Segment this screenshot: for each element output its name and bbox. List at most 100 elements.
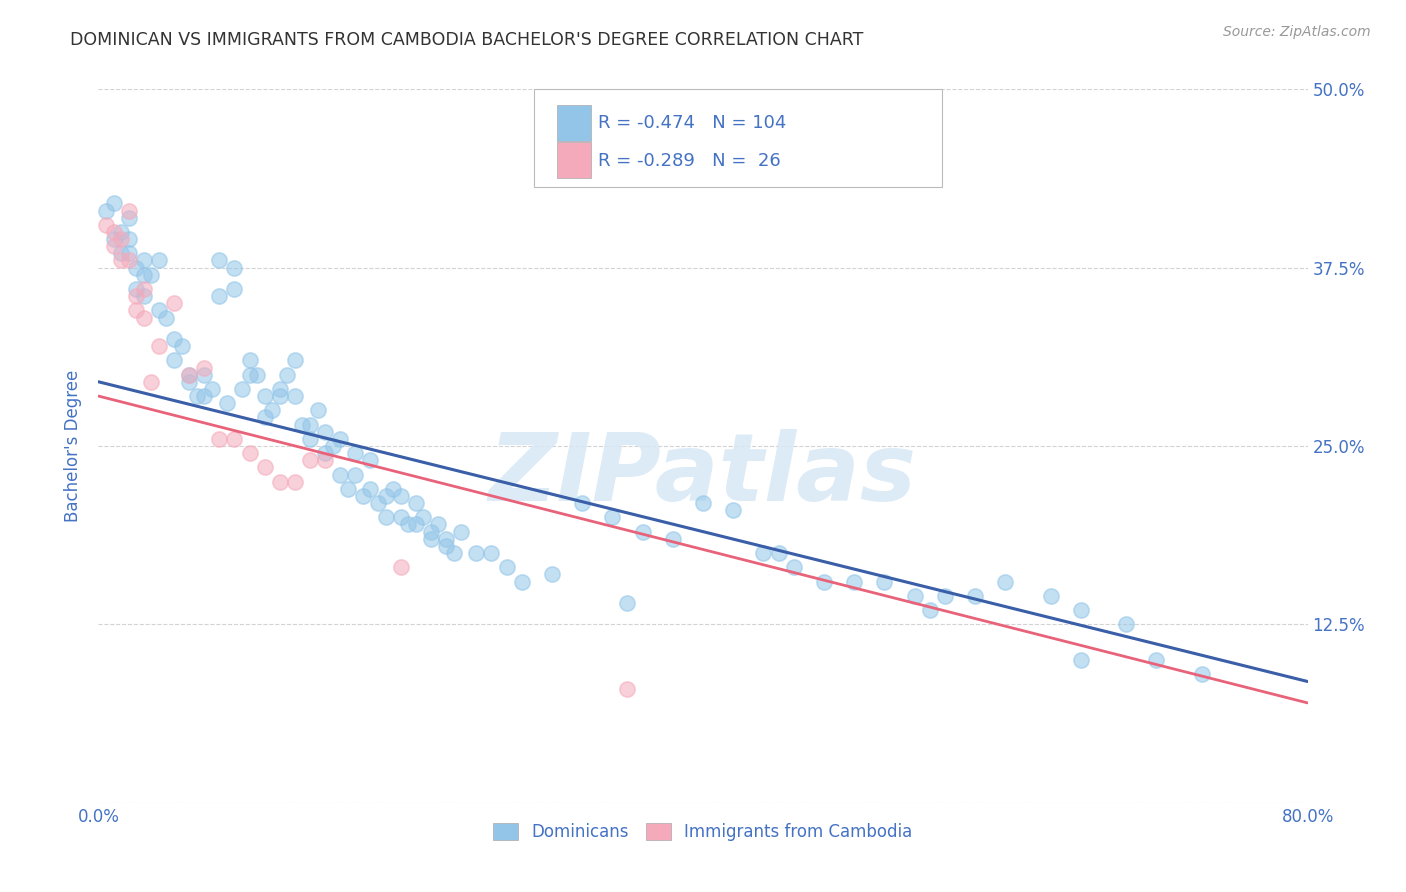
Point [125, 303, 148, 318]
Point [193, 368, 215, 382]
Point [125, 289, 148, 303]
Point [118, 232, 141, 246]
Point [367, 496, 389, 510]
Point [329, 432, 352, 446]
Point [374, 510, 396, 524]
Point [510, 574, 533, 589]
Point [239, 446, 262, 460]
Point [193, 389, 215, 403]
Point [314, 446, 336, 460]
Point [291, 417, 314, 432]
Point [94, 218, 117, 232]
Point [1039, 589, 1062, 603]
Point [186, 389, 208, 403]
Point [382, 482, 405, 496]
Text: R = -0.474   N = 104: R = -0.474 N = 104 [598, 114, 786, 132]
Point [148, 303, 170, 318]
Point [284, 475, 307, 489]
Point [994, 574, 1017, 589]
Point [434, 539, 457, 553]
Point [307, 403, 329, 417]
Text: DOMINICAN VS IMMIGRANTS FROM CAMBODIA BACHELOR'S DEGREE CORRELATION CHART: DOMINICAN VS IMMIGRANTS FROM CAMBODIA BA… [70, 31, 863, 49]
Text: R = -0.289   N =  26: R = -0.289 N = 26 [598, 152, 780, 169]
Point [253, 389, 276, 403]
Point [269, 382, 291, 396]
Point [616, 596, 638, 610]
Text: Source: ZipAtlas.com: Source: ZipAtlas.com [1223, 25, 1371, 39]
Point [118, 211, 141, 225]
Point [443, 546, 465, 560]
Point [873, 574, 896, 589]
Point [224, 260, 246, 275]
Point [434, 532, 457, 546]
Point [616, 681, 638, 696]
Point [405, 517, 427, 532]
Point [103, 239, 125, 253]
Point [752, 546, 775, 560]
Point [163, 332, 186, 346]
Point [631, 524, 654, 539]
Point [208, 253, 231, 268]
Point [965, 589, 987, 603]
Point [103, 225, 125, 239]
Point [322, 439, 344, 453]
Point [110, 246, 132, 260]
Point [132, 310, 155, 325]
Point [934, 589, 956, 603]
Point [239, 368, 262, 382]
Point [215, 396, 238, 410]
Point [269, 475, 291, 489]
Point [465, 546, 488, 560]
Point [269, 389, 291, 403]
Point [284, 353, 307, 368]
Point [110, 253, 132, 268]
Point [329, 467, 352, 482]
Text: ZIPatlas: ZIPatlas [489, 428, 917, 521]
Point [299, 417, 322, 432]
Point [420, 532, 443, 546]
Point [208, 432, 231, 446]
Point [179, 368, 201, 382]
Point [336, 482, 359, 496]
Point [374, 489, 396, 503]
Point [224, 282, 246, 296]
Point [132, 282, 155, 296]
Point [1191, 667, 1213, 681]
Point [179, 368, 201, 382]
Point [412, 510, 434, 524]
Point [284, 389, 307, 403]
Point [125, 282, 148, 296]
Point [314, 453, 336, 467]
Point [148, 253, 170, 268]
Point [844, 574, 866, 589]
Point [118, 246, 141, 260]
Point [768, 546, 790, 560]
Point [360, 453, 382, 467]
Point [201, 382, 224, 396]
Point [170, 339, 193, 353]
Point [299, 432, 322, 446]
Point [253, 460, 276, 475]
Point [904, 589, 927, 603]
Point [132, 268, 155, 282]
Point [118, 253, 141, 268]
Point [918, 603, 941, 617]
Point [1115, 617, 1137, 632]
Point [661, 532, 683, 546]
Point [1070, 653, 1092, 667]
Point [405, 496, 427, 510]
Point [103, 196, 125, 211]
Point [118, 203, 141, 218]
Point [1144, 653, 1167, 667]
Point [352, 489, 374, 503]
Point [193, 360, 215, 375]
Point [276, 368, 298, 382]
Point [540, 567, 562, 582]
Point [723, 503, 745, 517]
Point [132, 289, 155, 303]
Point [110, 232, 132, 246]
Point [163, 296, 186, 310]
Point [389, 560, 412, 574]
Point [253, 410, 276, 425]
Point [179, 375, 201, 389]
